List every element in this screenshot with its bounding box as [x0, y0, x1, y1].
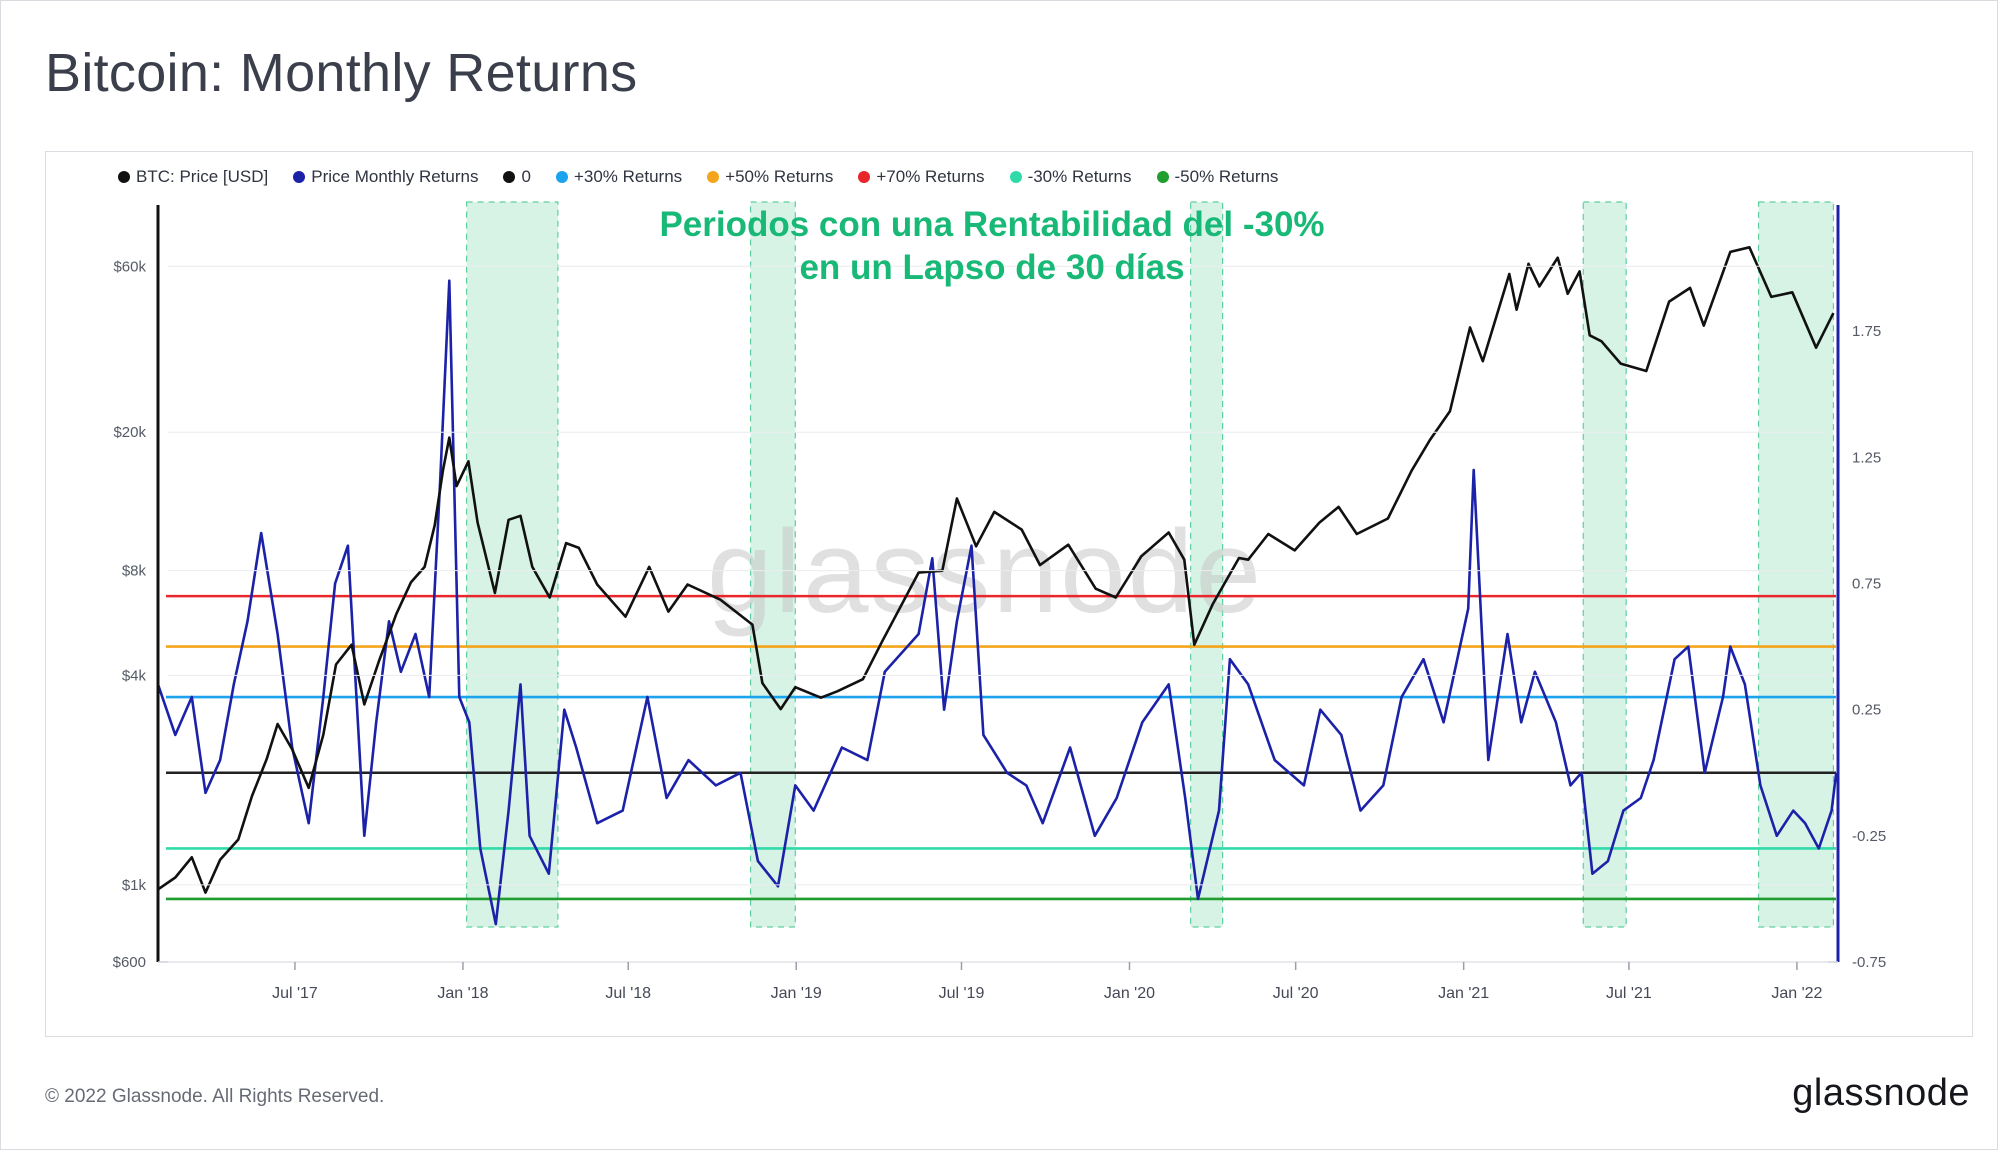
y-right-tick-label: 1.25 [1852, 449, 1881, 466]
x-tick-label: Jan '20 [1104, 985, 1155, 1002]
x-tick-label: Jan '21 [1438, 985, 1489, 1002]
y-left-tick-label: $8k [122, 563, 147, 580]
legend-dot-icon [707, 171, 720, 183]
y-left-tick-label: $60k [113, 258, 146, 275]
highlight-periods [466, 201, 1835, 928]
legend-label: BTC: Price [USD] [136, 167, 269, 186]
legend-dot-icon [503, 171, 516, 183]
legend-label: Price Monthly Returns [311, 167, 479, 186]
legend-dot-icon [1009, 171, 1022, 183]
x-tick-label: Jul '18 [605, 985, 651, 1002]
y-left-tick-label: $600 [113, 954, 146, 971]
y-left-tick-label: $1k [122, 877, 147, 894]
highlight-period [1190, 201, 1224, 928]
x-tick-label: Jan '19 [771, 985, 822, 1002]
y-right-tick-label: 0.75 [1852, 576, 1881, 593]
footer-copyright: © 2022 Glassnode. All Rights Reserved. [45, 1086, 385, 1107]
legend-dot-icon [293, 171, 306, 183]
legend-dot-icon [1156, 171, 1169, 183]
y-right-tick-label: -0.75 [1852, 954, 1886, 971]
highlight-period [1582, 201, 1627, 928]
x-tick-label: Jul '17 [272, 985, 318, 1002]
y-right-tick-label: 0.25 [1852, 702, 1881, 719]
legend-item-monthly-returns[interactable]: Price Monthly Returns [293, 167, 478, 187]
x-tick-label: Jul '20 [1273, 985, 1319, 1002]
annotation-line-1: Periodos con una Rentabilidad del -30% [659, 205, 1324, 244]
x-tick-label: Jan '22 [1771, 985, 1822, 1002]
y-right-tick-label: -0.25 [1852, 828, 1886, 845]
legend-item-minus-50[interactable]: -50% Returns [1156, 167, 1279, 187]
series-line-btc-price [157, 246, 1835, 894]
watermark: glassnode [707, 506, 1263, 638]
y-right-tick-label: 1.75 [1852, 323, 1881, 340]
legend-item-plus-70[interactable]: +70% Returns [858, 167, 985, 187]
y-left-tick-label: $4k [122, 667, 147, 684]
reference-lines [166, 594, 1836, 901]
highlight-period [1757, 201, 1835, 928]
annotation-line-2: en un Lapso de 30 días [799, 248, 1184, 287]
x-tick-label: Jul '19 [939, 985, 985, 1002]
page-title: Bitcoin: Monthly Returns [45, 43, 638, 103]
legend-dot-icon [555, 171, 568, 183]
x-tick-label: Jul '21 [1606, 985, 1652, 1002]
series-layer [156, 246, 1838, 926]
legend-item-minus-30[interactable]: -30% Returns [1009, 167, 1132, 187]
legend-item-plus-30[interactable]: +30% Returns [555, 167, 683, 187]
highlight-period [749, 201, 796, 928]
legend-label: 0 [521, 167, 531, 186]
legend-label: -50% Returns [1174, 167, 1279, 186]
legend-item-btc-price[interactable]: BTC: Price [USD] [118, 167, 268, 187]
legend-label: -30% Returns [1027, 167, 1132, 186]
highlight-period [466, 201, 559, 928]
y-left-tick-label: $20k [113, 424, 146, 441]
chart-legend: BTC: Price [USD] Price Monthly Returns 0… [118, 167, 1303, 187]
x-tick-label: Jan '18 [437, 985, 488, 1002]
axes: $600 $1k $4k $8k $20k $60k -0.75 -0.25 0.25 0.75 1… [113, 205, 1886, 1002]
series-line-monthly-returns [156, 279, 1838, 926]
legend-item-plus-50[interactable]: +50% Returns [707, 167, 833, 187]
legend-label: +30% Returns [573, 167, 683, 186]
footer-logo[interactable]: glassnode [1792, 1072, 1970, 1114]
legend-dot-icon [118, 171, 130, 183]
legend-label: +50% Returns [725, 167, 834, 186]
legend-label: +70% Returns [876, 167, 985, 186]
legend-dot-icon [858, 171, 871, 183]
legend-item-zero[interactable]: 0 [503, 167, 531, 187]
chart-card [45, 151, 1973, 1037]
